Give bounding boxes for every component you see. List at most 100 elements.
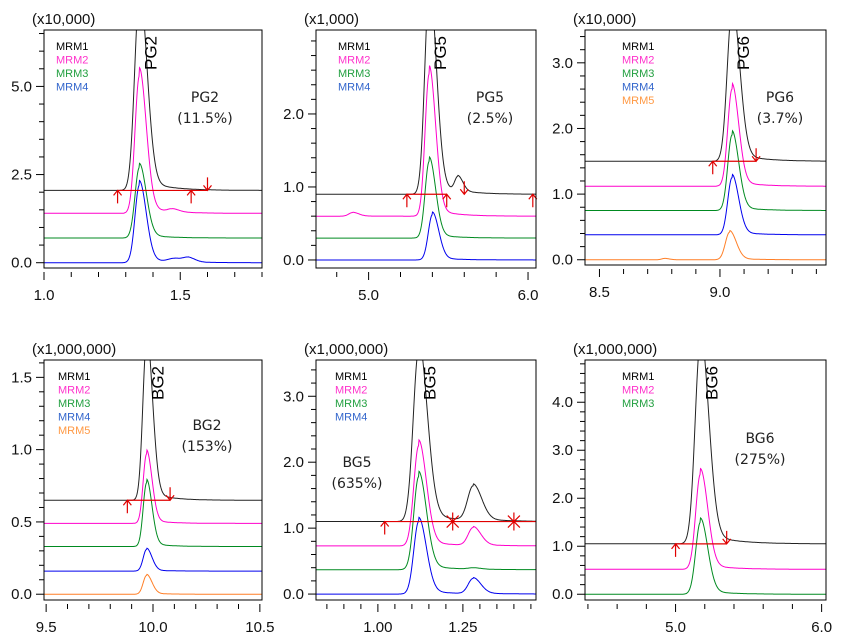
- x-tick-label: 1.00: [363, 619, 392, 636]
- legend-entry: MRM2: [56, 55, 88, 67]
- y-tick-label: 1.0: [11, 442, 32, 459]
- trace-mrm1: [44, 360, 262, 501]
- x-tick-label: 6.0: [811, 619, 832, 636]
- peak-label: BG2: [149, 366, 168, 400]
- peak-label: BG5: [421, 366, 440, 400]
- legend-entry: MRM2: [622, 385, 654, 397]
- trace-mrm2: [316, 438, 536, 547]
- y-tick-label: 0.0: [552, 586, 573, 603]
- x-tick-label: 5.0: [665, 619, 686, 636]
- trace-mrm1: [316, 360, 536, 522]
- legend-entry: MRM1: [338, 41, 370, 53]
- plot-frame: [43, 359, 263, 601]
- y-tick-label: 0.0: [283, 252, 304, 269]
- peak-label: BG6: [702, 366, 721, 400]
- chart-panel-4: (x1,000,000) 0.0 0.5 1.0 1.5 9.5 10.0 10.5 MRM1 M…: [11, 341, 274, 636]
- legend-entry: MRM3: [338, 68, 370, 80]
- peak-annotation: (11.5%): [177, 111, 232, 127]
- x-tick-label: 5.0: [358, 287, 379, 304]
- legend-entry: MRM1: [622, 41, 654, 53]
- legend-entry: MRM4: [338, 82, 370, 94]
- peak-start-arrow: [402, 193, 412, 208]
- plot-area: [44, 360, 262, 595]
- y-multiplier-label: (x1,000,000): [304, 341, 388, 358]
- peak-annotation: (635%): [332, 476, 383, 492]
- y-tick-label: 1.0: [552, 538, 573, 555]
- legend-entry: MRM3: [335, 398, 367, 410]
- y-tick-label: 3.0: [283, 388, 304, 405]
- legend-entry: MRM1: [622, 371, 654, 383]
- y-tick-label: 1.0: [283, 520, 304, 537]
- peak-end-arrow: [751, 148, 761, 163]
- y-multiplier-label: (x1,000): [304, 11, 359, 28]
- plot-frame: [584, 29, 827, 266]
- peak-label: PG5: [431, 36, 450, 70]
- y-tick-label: 0.5: [11, 514, 32, 531]
- trace-mrm3: [585, 129, 826, 211]
- peak-annotation: BG2: [192, 418, 221, 434]
- y-tick-label: 1.0: [283, 179, 304, 196]
- x-tick-label: 1.0: [34, 287, 55, 304]
- y-tick-label: 0.0: [11, 255, 32, 272]
- x-tick-label: 8.5: [589, 284, 610, 301]
- chart-panel-5: (x1,000,000) 0.0 1.0 2.0 3.0 1.00 1.25 MRM1 MRM2…: [283, 341, 537, 636]
- legend-entry: MRM4: [335, 412, 367, 424]
- chart-panel-6: (x1,000,000) 0.0 1.0 2.0 3.0 4.0 5.0 6.0 MRM1 MRM…: [552, 341, 832, 636]
- legend-entry: MRM2: [335, 385, 367, 397]
- y-multiplier-label: (x1,000,000): [32, 341, 116, 358]
- x-tick-label: 10.0: [138, 619, 167, 636]
- plot-frame: [43, 29, 263, 269]
- peak-label: PG6: [734, 36, 753, 70]
- plot-area: [316, 360, 536, 595]
- trace-mrm4: [44, 547, 262, 572]
- legend-entry: MRM3: [56, 68, 88, 80]
- legend-entry: MRM3: [622, 398, 654, 410]
- legend-entry: MRM1: [56, 41, 88, 53]
- y-tick-label: 1.5: [11, 369, 32, 386]
- legend-entry: MRM1: [335, 371, 367, 383]
- x-tick-label: 1.5: [170, 287, 191, 304]
- legend-entry: MRM1: [58, 371, 90, 383]
- x-tick-label: 6.0: [518, 287, 539, 304]
- trace-mrm3: [44, 162, 262, 239]
- trace-mrm4: [316, 516, 536, 595]
- y-tick-label: 5.0: [11, 78, 32, 95]
- legend-entry: MRM4: [58, 412, 90, 424]
- peak-annotation: (2.5%): [467, 111, 514, 127]
- x-tick-label: 10.5: [245, 619, 274, 636]
- legend-entry: MRM2: [338, 55, 370, 67]
- y-tick-label: 2.5: [11, 167, 32, 184]
- y-tick-label: 0.0: [552, 252, 573, 269]
- y-tick-label: 0.0: [11, 586, 32, 603]
- peak-label: PG2: [141, 36, 160, 70]
- x-tick-label: 9.0: [710, 284, 731, 301]
- peak-annotation: BG5: [342, 455, 371, 471]
- peak-annotation: (153%): [182, 439, 233, 455]
- y-tick-label: 2.0: [283, 106, 304, 123]
- trace-mrm1: [585, 360, 826, 545]
- y-tick-label: 3.0: [552, 55, 573, 72]
- plot-area: [585, 360, 826, 595]
- plot-frame: [315, 359, 537, 601]
- peak-end-arrow: [722, 530, 732, 545]
- trace-mrm5: [585, 229, 826, 261]
- y-multiplier-label: (x10,000): [32, 11, 95, 28]
- trace-mrm4: [44, 179, 262, 264]
- peak-start-arrow: [380, 520, 390, 535]
- trace-mrm2: [44, 448, 262, 524]
- y-multiplier-label: (x1,000,000): [573, 341, 657, 358]
- plot-frame: [584, 359, 827, 601]
- x-tick-label: 1.25: [448, 619, 477, 636]
- x-tick-label: 9.5: [36, 619, 57, 636]
- trace-mrm1: [316, 30, 536, 195]
- plot-area: [316, 30, 536, 261]
- plot-area: [585, 30, 826, 261]
- peak-start-arrow: [708, 160, 718, 175]
- legend-entry: MRM3: [58, 398, 90, 410]
- peak-split-marker: [507, 512, 521, 531]
- peak-annotation: BG6: [745, 431, 774, 447]
- y-tick-label: 4.0: [552, 394, 573, 411]
